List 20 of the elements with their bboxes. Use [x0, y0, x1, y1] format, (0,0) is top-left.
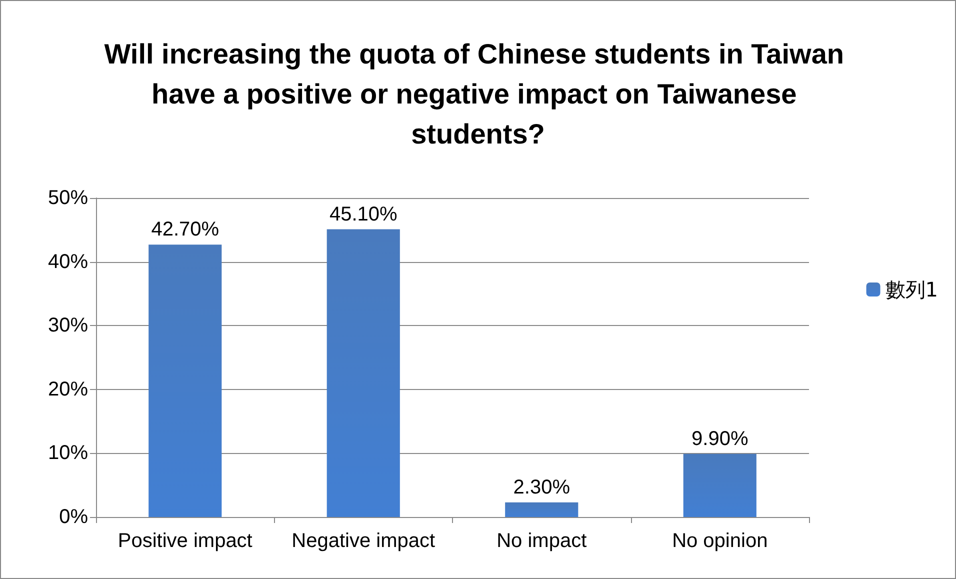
data-label: 45.10% — [329, 203, 398, 226]
y-tick-label: 30% — [48, 314, 88, 337]
bar — [683, 454, 756, 517]
y-tick-label: 0% — [59, 506, 88, 528]
x-tick-label: Positive impact — [118, 530, 253, 552]
data-label: 42.70% — [151, 218, 220, 241]
y-tick-label: 10% — [48, 442, 88, 464]
bar — [148, 244, 222, 517]
bar — [326, 229, 400, 517]
x-tick-label: No opinion — [672, 530, 768, 552]
chart-title: Will increasing the quota of Chinese students in Taiwan have a positive or negative impact on Taiwanese students? — [104, 38, 852, 150]
y-tick-label: 40% — [48, 250, 88, 273]
bar — [505, 502, 578, 517]
x-tick-label: Negative impact — [292, 530, 436, 552]
legend-label: 數列1 — [885, 278, 938, 302]
y-tick-label: 50% — [48, 187, 88, 209]
x-tick-label: No impact — [496, 530, 588, 552]
data-label: 9.90% — [692, 428, 748, 450]
y-tick-label: 20% — [48, 378, 88, 400]
data-label: 2.30% — [513, 476, 570, 498]
